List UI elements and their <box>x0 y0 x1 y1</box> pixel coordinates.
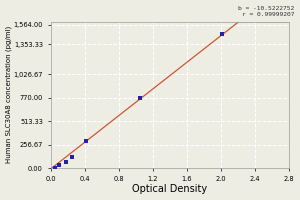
Point <box>70 155 74 159</box>
Point <box>57 164 62 167</box>
Point <box>52 166 57 170</box>
Text: b = -10.5222752
r = 0.99999207: b = -10.5222752 r = 0.99999207 <box>238 6 294 17</box>
Y-axis label: Human SLC30A8 concentration (pg/ml): Human SLC30A8 concentration (pg/ml) <box>6 26 12 163</box>
Point <box>138 96 142 99</box>
Point <box>64 160 68 163</box>
X-axis label: Optical Density: Optical Density <box>132 184 207 194</box>
Point <box>84 139 89 142</box>
Point <box>219 33 224 36</box>
